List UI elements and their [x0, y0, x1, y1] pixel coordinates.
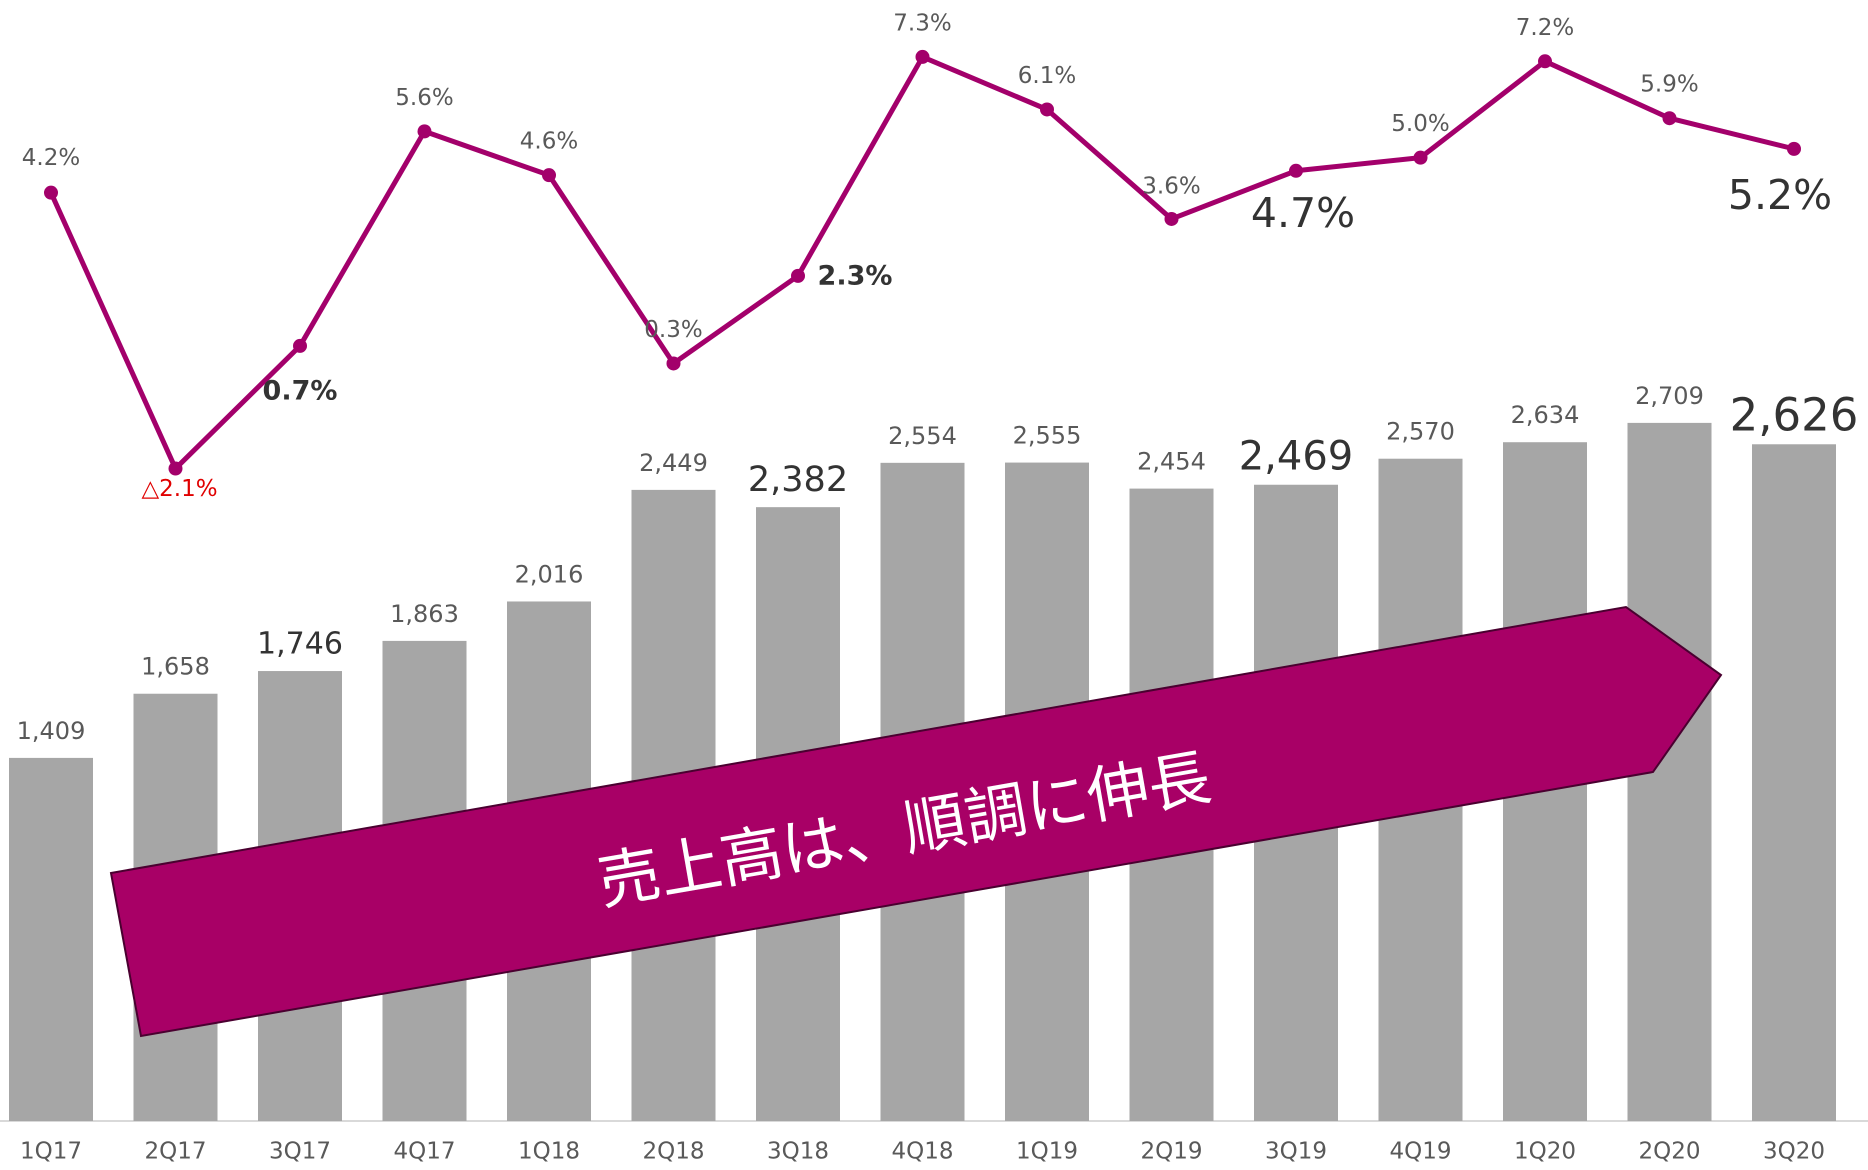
line-point [915, 49, 930, 64]
bar-value-label: 2,454 [1137, 448, 1206, 476]
bar-value-label: 1,863 [390, 600, 459, 628]
line-point [44, 185, 58, 200]
line-point [542, 168, 556, 183]
line-point [791, 268, 805, 283]
bar-value-label: 2,555 [1013, 422, 1082, 450]
bar [1752, 444, 1836, 1121]
bar-value-label: 1,746 [257, 627, 343, 662]
bar-value-label: 2,634 [1511, 401, 1580, 429]
x-tick-label: 4Q19 [1389, 1139, 1451, 1165]
bar [9, 757, 93, 1121]
bar-value-label: 2,382 [748, 460, 848, 500]
bar-value-label: 2,449 [639, 449, 708, 477]
x-tick-label: 2Q18 [642, 1139, 704, 1165]
x-tick-label: 3Q19 [1265, 1139, 1327, 1165]
line-point [1289, 163, 1303, 178]
line-point [1538, 54, 1552, 69]
x-tick-label: 1Q19 [1016, 1139, 1078, 1165]
x-tick-label: 1Q18 [518, 1139, 580, 1165]
bar-value-label: 2,554 [888, 422, 957, 450]
line-value-label: 0.7% [263, 375, 338, 406]
x-tick-label: 2Q19 [1140, 1139, 1202, 1165]
x-tick-label: 2Q20 [1638, 1139, 1700, 1165]
line-point [1662, 111, 1677, 126]
x-tick-label: 3Q17 [269, 1139, 331, 1165]
line-value-label: 7.2% [1516, 15, 1574, 41]
line-value-label: △2.1% [141, 476, 217, 502]
line-value-label: 2.3% [818, 260, 893, 291]
line-value-label: 5.9% [1640, 72, 1698, 98]
line-value-label: 7.3% [893, 10, 951, 36]
line-value-label: 3.6% [1142, 173, 1200, 199]
line-value-label: 4.2% [22, 145, 80, 171]
line-value-label: 4.7% [1251, 189, 1355, 237]
bar-value-label: 2,016 [515, 560, 584, 588]
line-point [293, 338, 307, 353]
bar-value-label: 2,709 [1635, 382, 1704, 410]
line-value-label: 5.2% [1728, 171, 1832, 219]
line-value-label: 5.6% [395, 85, 453, 111]
bar-value-label: 1,409 [17, 717, 86, 745]
trend-arrow [109, 605, 1723, 1038]
bar-value-label: 2,626 [1730, 388, 1859, 441]
x-tick-label: 2Q17 [144, 1139, 206, 1165]
bar-value-label: 1,658 [141, 653, 210, 681]
line-point [168, 461, 183, 476]
line-point [417, 124, 432, 139]
line-point [666, 356, 681, 371]
line-point [1040, 102, 1054, 117]
x-tick-label: 3Q18 [767, 1139, 829, 1165]
line-value-label: 5.0% [1391, 111, 1449, 137]
line-point [1787, 141, 1801, 156]
line-value-label: 4.6% [520, 129, 578, 155]
x-tick-label: 4Q18 [891, 1139, 953, 1165]
x-tick-label: 1Q20 [1514, 1139, 1576, 1165]
x-tick-label: 1Q17 [20, 1139, 82, 1165]
line-value-label: 0.3% [644, 317, 702, 343]
x-tick-label: 4Q17 [393, 1139, 455, 1165]
x-tick-label: 3Q20 [1763, 1139, 1825, 1165]
line-point [1413, 150, 1428, 165]
line-point [1164, 211, 1179, 226]
bar-value-label: 2,469 [1239, 434, 1354, 480]
bar-value-label: 2,570 [1386, 418, 1455, 446]
line-value-label: 6.1% [1018, 63, 1076, 89]
